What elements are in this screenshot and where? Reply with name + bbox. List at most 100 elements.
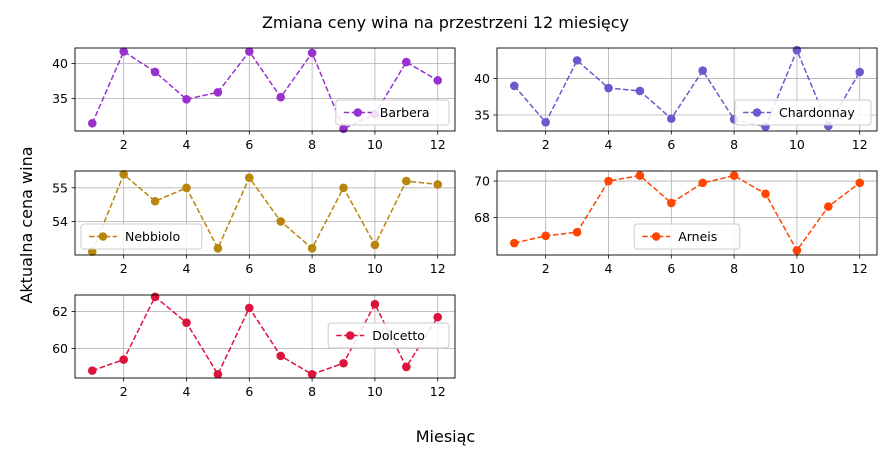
data-point [433, 180, 443, 189]
data-point [855, 178, 865, 188]
legend-marker [353, 108, 363, 117]
figure-title: Zmiana ceny wina na przestrzeni 12 miesi… [262, 13, 629, 32]
x-tick-label: 4 [183, 137, 191, 152]
data-point [339, 124, 348, 134]
subplot-nebbiolo: 2 4 6 8 10 12 54 55 Nebbiolo [52, 170, 456, 276]
data-point [119, 170, 128, 179]
data-point [541, 117, 550, 127]
series-line-dolcetto [92, 295, 439, 376]
x-tick-label: 6 [245, 137, 253, 152]
legend-marker [651, 232, 661, 241]
data-point [792, 246, 802, 255]
x-tick-label: 12 [852, 261, 868, 276]
legend-box [80, 223, 203, 250]
x-tick-label: 2 [542, 261, 550, 276]
y-tick-label: 68 [474, 210, 490, 225]
x-tick-label: 6 [245, 384, 253, 399]
data-point [572, 227, 582, 237]
y-tick-label: 40 [52, 56, 68, 71]
y-tick-label: 70 [474, 174, 490, 189]
x-tick-label: 8 [730, 261, 738, 276]
data-point [244, 303, 254, 313]
legend-nebbiolo: Nebbiolo [80, 223, 203, 250]
data-point [433, 76, 443, 85]
plot-frame [74, 47, 456, 132]
x-tick-label: 6 [245, 261, 253, 276]
y-tick-label: 54 [52, 214, 68, 229]
data-point [276, 92, 286, 102]
data-point [276, 217, 286, 226]
data-point [698, 178, 708, 188]
plot-frame [74, 170, 456, 256]
data-point [761, 189, 770, 199]
data-point [370, 299, 380, 309]
x-tick-label: 2 [120, 261, 128, 276]
plot-frame [496, 47, 878, 132]
data-point [792, 45, 802, 55]
y-tick-label: 62 [52, 304, 68, 319]
data-point [855, 67, 865, 77]
data-point [572, 56, 582, 65]
data-point [244, 173, 254, 183]
x-tick-label: 2 [120, 137, 128, 152]
data-point [150, 196, 160, 206]
data-point [119, 355, 128, 364]
data-point [307, 48, 317, 58]
series-line-chardonnay [513, 48, 861, 128]
x-tick-label: 4 [183, 384, 191, 399]
legend-marker [752, 108, 762, 117]
data-point [307, 243, 317, 253]
data-point [339, 183, 348, 193]
data-point [698, 66, 708, 75]
data-point [402, 176, 411, 186]
y-tick-label: 55 [52, 180, 68, 195]
data-point [87, 366, 97, 375]
x-tick-label: 12 [430, 137, 446, 152]
y-tick-label: 60 [52, 341, 68, 356]
x-tick-label: 4 [605, 261, 613, 276]
subplot-barbera: 2 4 6 8 10 12 35 40 Barbera [52, 47, 456, 152]
data-point [182, 95, 191, 104]
x-tick-label: 10 [789, 261, 805, 276]
data-point [370, 240, 380, 250]
data-point [729, 171, 739, 180]
data-point [402, 362, 411, 372]
x-tick-label: 4 [183, 261, 191, 276]
data-point [604, 83, 613, 93]
data-point [541, 231, 550, 241]
data-point [276, 351, 286, 361]
data-point [244, 47, 254, 56]
data-point [119, 47, 128, 56]
data-point [666, 198, 676, 208]
x-tick-label: 8 [308, 261, 316, 276]
legend-marker [98, 232, 108, 241]
plot-frame [496, 170, 878, 256]
x-tick-label: 10 [367, 137, 383, 152]
legend-barbera: Barbera [335, 99, 450, 126]
x-tick-label: 12 [430, 261, 446, 276]
legend-arneis: Arneis [633, 223, 741, 250]
plot-frame [74, 294, 456, 379]
x-tick-label: 6 [667, 261, 675, 276]
data-point [635, 86, 645, 96]
x-tick-label: 10 [367, 261, 383, 276]
data-point [213, 370, 223, 379]
data-point [150, 292, 160, 302]
data-point [635, 171, 645, 180]
x-tick-label: 12 [852, 137, 868, 152]
data-point [433, 312, 443, 322]
x-tick-label: 2 [120, 384, 128, 399]
data-point [666, 114, 676, 123]
x-tick-label: 8 [730, 137, 738, 152]
series-line-arneis [514, 174, 861, 252]
subplot-chardonnay: 2 4 6 8 10 12 35 40 Chardonnay [474, 45, 878, 152]
data-point [87, 118, 97, 128]
legend-box [327, 322, 450, 349]
data-point [509, 81, 519, 91]
legend-chardonnay: Chardonnay [734, 99, 872, 126]
data-point [402, 57, 411, 67]
data-point [182, 318, 191, 327]
x-tick-label: 8 [308, 137, 316, 152]
